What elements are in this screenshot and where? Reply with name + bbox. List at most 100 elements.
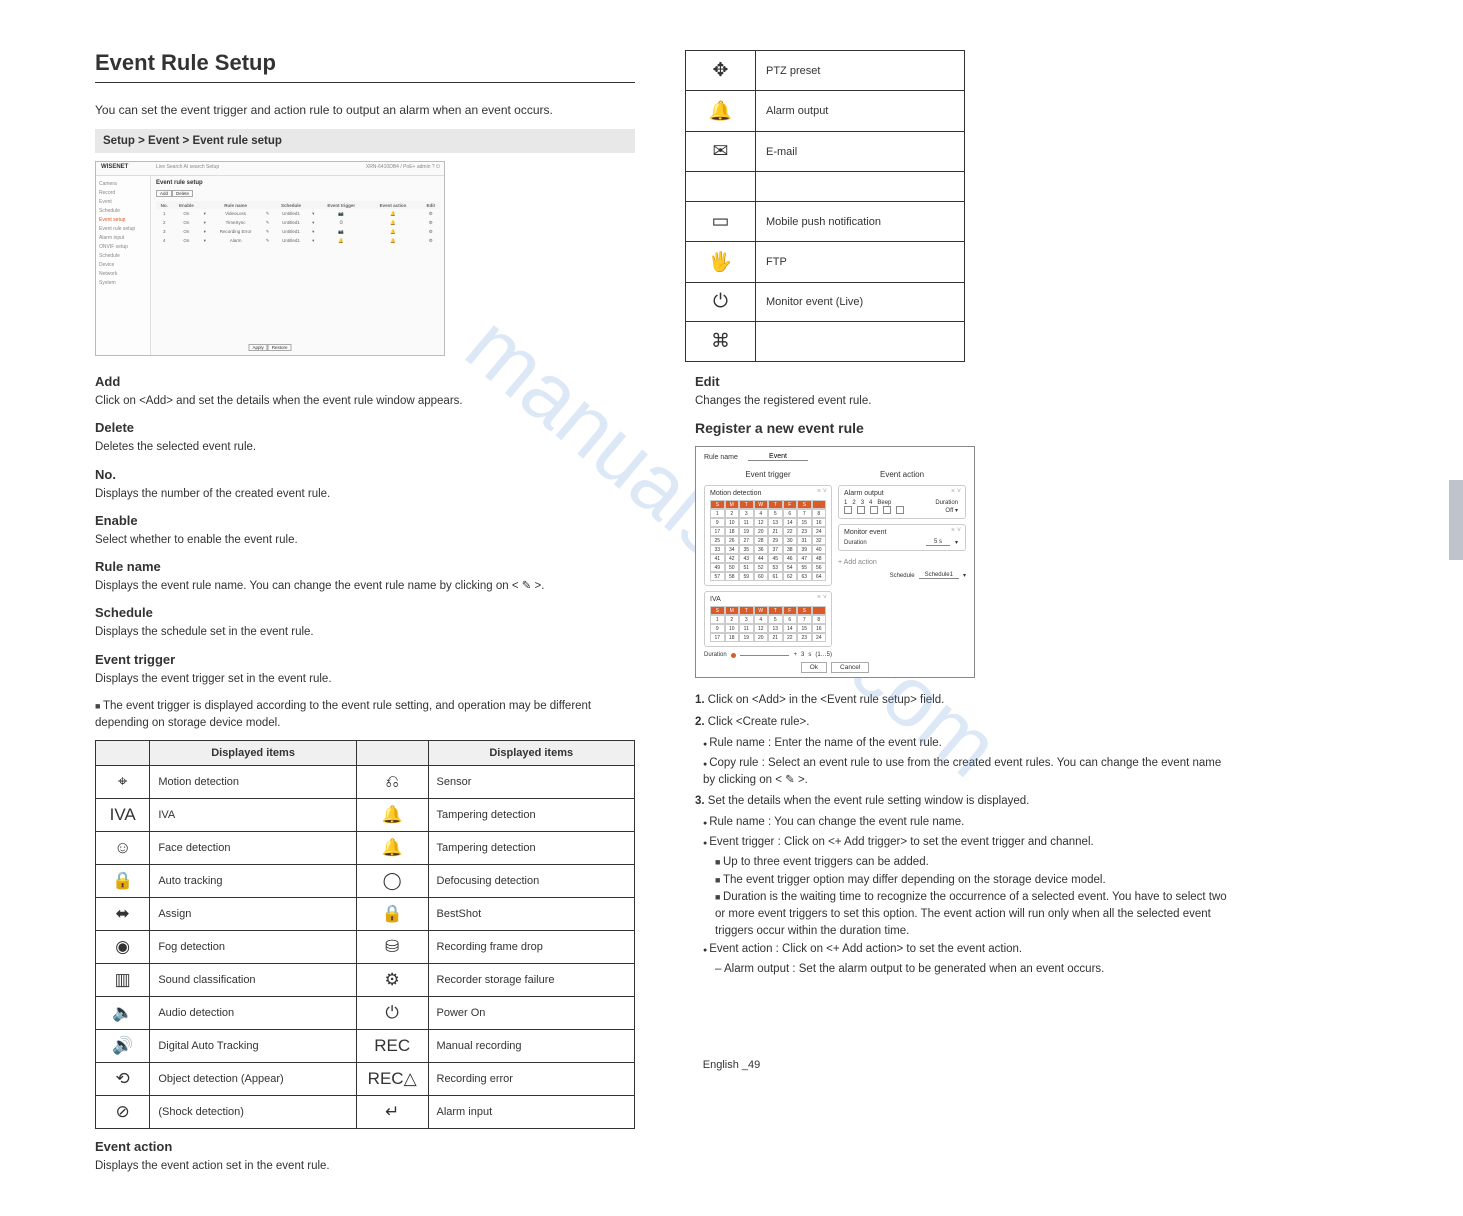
trigger-label: Recorder storage failure bbox=[428, 964, 635, 997]
ss-td: 4 bbox=[156, 236, 173, 245]
tamper-icon: 🔔 bbox=[356, 799, 428, 832]
trigger-label: Power On bbox=[428, 997, 635, 1030]
ss-th: Rule name bbox=[209, 201, 262, 209]
ms-dur-range: (1…5) bbox=[815, 652, 832, 658]
ss-td: ✎ bbox=[262, 209, 273, 218]
mobile-icon: ▭ bbox=[686, 202, 756, 242]
checkbox[interactable] bbox=[896, 506, 904, 514]
sub-item: Alarm output : Set the alarm output to b… bbox=[715, 961, 1235, 978]
ss-footer-btn: Restore bbox=[268, 344, 292, 351]
trigger-label: Tampering detection bbox=[428, 799, 635, 832]
close-icon[interactable]: × ˅ bbox=[817, 488, 827, 495]
ms-panel-title: Alarm output bbox=[844, 490, 960, 497]
ss-brand: WISENET bbox=[101, 164, 128, 170]
action-label: Alarm output bbox=[756, 91, 965, 132]
ss-td: 📷 bbox=[318, 209, 365, 218]
slider-line[interactable] bbox=[740, 655, 790, 656]
ss-td: ✎ bbox=[262, 218, 273, 227]
trigger-label: Audio detection bbox=[150, 997, 356, 1030]
close-icon[interactable]: × ˅ bbox=[817, 594, 827, 601]
ms-trigger-h: Event trigger bbox=[704, 466, 832, 485]
ftp-icon: 🖐 bbox=[686, 242, 756, 283]
trigger-label: Manual recording bbox=[428, 1030, 635, 1063]
fog-icon: ◉ bbox=[96, 931, 150, 964]
title-divider bbox=[95, 82, 635, 83]
trigger-label: Digital Auto Tracking bbox=[150, 1030, 356, 1063]
bullet: Copy rule : Select an event rule to use … bbox=[703, 755, 1235, 790]
sensor-icon: ⎌ bbox=[356, 766, 428, 799]
close-icon[interactable]: × ˅ bbox=[951, 488, 961, 495]
sub-item: The event trigger option may differ depe… bbox=[715, 872, 1235, 889]
action-label bbox=[756, 172, 965, 202]
para-h: Enable bbox=[95, 513, 635, 528]
intro-desc: You can set the event trigger and action… bbox=[95, 101, 635, 119]
ss-th: Enable bbox=[173, 201, 201, 209]
assign-icon: ⬌ bbox=[96, 898, 150, 931]
checkbox[interactable] bbox=[844, 506, 852, 514]
monitor-icon: ⏻ bbox=[686, 283, 756, 322]
storage-err-icon: ⛁ bbox=[356, 931, 428, 964]
tamper2-icon: 🔔 bbox=[356, 832, 428, 865]
th-blank2 bbox=[356, 741, 428, 766]
auto-track-icon: 🔒 bbox=[96, 865, 150, 898]
alarm-out-icon: 🔔 bbox=[686, 91, 756, 132]
ss-th: No. bbox=[156, 201, 173, 209]
trigger-label: Tampering detection bbox=[428, 832, 635, 865]
ss-th bbox=[200, 201, 209, 209]
ms-ok-button[interactable]: Ok bbox=[801, 662, 827, 673]
para-h: No. bbox=[95, 467, 635, 482]
ss-td: ✎ bbox=[262, 236, 273, 245]
ms-cancel-button[interactable]: Cancel bbox=[831, 662, 869, 673]
checkbox[interactable] bbox=[883, 506, 891, 514]
right-column: ✥PTZ preset🔔Alarm output✉E-mail▭Mobile p… bbox=[695, 50, 1235, 1186]
audio-icon: 🔈 bbox=[96, 997, 150, 1030]
para-p: Displays the number of the created event… bbox=[95, 486, 635, 503]
step-3: 3. Set the details when the event rule s… bbox=[695, 793, 1235, 810]
ms-rule-name-label: Rule name bbox=[704, 454, 748, 461]
action-label bbox=[756, 322, 965, 362]
ss-td: ▾ bbox=[309, 227, 318, 236]
ms-action-panel: Alarm output× ˅1234BeepDurationOff ▾ bbox=[838, 485, 966, 519]
ss-td: 📷 bbox=[318, 227, 365, 236]
para-h: Event trigger bbox=[95, 652, 635, 667]
ss-td: On bbox=[173, 209, 201, 218]
event-rule-screenshot: WISENET Live Search AI search Setup XRN-… bbox=[95, 161, 445, 356]
close-icon[interactable]: × ˅ bbox=[951, 527, 961, 534]
register-h: Register a new event rule bbox=[695, 420, 1235, 436]
ss-td: Untitled1 bbox=[273, 218, 308, 227]
th-disp1: Displayed items bbox=[150, 741, 356, 766]
ss-td: Untitled1 bbox=[273, 236, 308, 245]
ss-td: ▾ bbox=[200, 227, 209, 236]
ss-td: 🔔 bbox=[370, 218, 415, 227]
slider-dot-icon[interactable] bbox=[731, 653, 736, 658]
ms-dur-val: 3 bbox=[801, 652, 804, 658]
sidebar-item: System bbox=[99, 279, 147, 288]
breadcrumb-bar: Setup > Event > Event rule setup bbox=[95, 129, 635, 153]
ptz-icon: ✥ bbox=[686, 51, 756, 91]
sidebar-item: Event setup bbox=[99, 216, 147, 225]
ss-td: 🔔 bbox=[318, 236, 365, 245]
checkbox[interactable] bbox=[870, 506, 878, 514]
para-p: Displays the event trigger set in the ev… bbox=[95, 671, 635, 688]
ms-action-h: Event action bbox=[838, 466, 966, 485]
ss-td: 1 bbox=[156, 209, 173, 218]
ss-td: ⏱ bbox=[318, 218, 365, 227]
ss-td: 🔔 bbox=[370, 209, 415, 218]
ms-sched-val[interactable]: Schedule1 bbox=[919, 572, 959, 579]
bullet: Rule name : Enter the name of the event … bbox=[703, 735, 1235, 752]
sub-item: Duration is the waiting time to recogniz… bbox=[715, 889, 1235, 941]
checkbox[interactable] bbox=[857, 506, 865, 514]
ss-td: On bbox=[173, 218, 201, 227]
digital-auto-icon: 🔊 bbox=[96, 1030, 150, 1063]
sidebar-item: Network bbox=[99, 270, 147, 279]
ms-rule-name-input[interactable] bbox=[748, 453, 808, 461]
sub-item: Event action : Click on <+ Add action> t… bbox=[703, 941, 1235, 958]
para-h: Add bbox=[95, 374, 635, 389]
ms-trigger-panel: Motion detection× ˅SMTWTFS12345678910111… bbox=[704, 485, 832, 586]
ms-panel-title: Monitor event bbox=[844, 529, 960, 536]
action-label: E-mail bbox=[756, 132, 965, 172]
ss-th: Event action bbox=[370, 201, 415, 209]
power-icon: ⏻ bbox=[356, 997, 428, 1030]
para-p: Deletes the selected event rule. bbox=[95, 439, 635, 456]
ms-add-action[interactable]: Add action bbox=[838, 556, 966, 569]
